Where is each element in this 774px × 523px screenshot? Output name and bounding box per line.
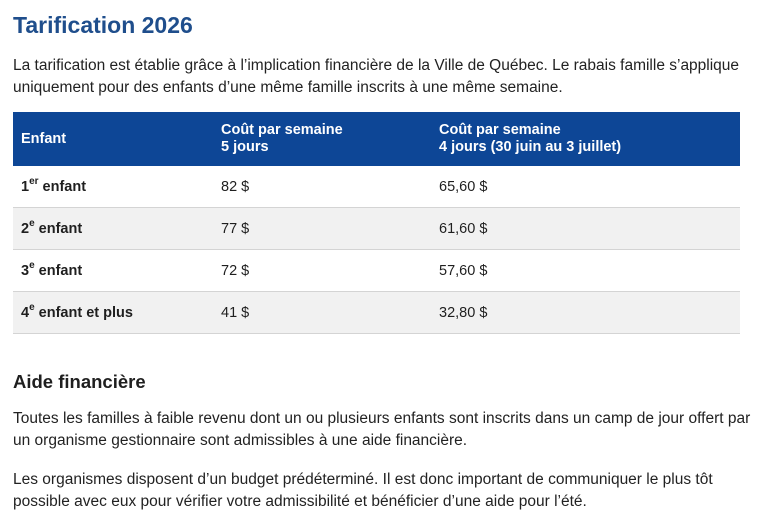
child-rank-cell: 4e enfant et plus [13, 291, 213, 334]
table-header-row: Enfant Coût par semaine 5 jours Coût par… [13, 112, 740, 166]
header-cost-5-days-line1: Coût par semaine [221, 122, 343, 138]
header-cost-5-days-line2: 5 jours [221, 139, 269, 155]
header-enfant: Enfant [13, 112, 213, 166]
header-cost-5-days: Coût par semaine 5 jours [213, 112, 431, 166]
child-rank-label: enfant [38, 178, 87, 195]
price-5-days-cell: 82 $ [213, 166, 431, 208]
child-rank-cell: 1er enfant [13, 166, 213, 208]
financial-aid-paragraph-2: Les organismes disposent d’un budget pré… [13, 471, 713, 510]
child-rank-suffix: e [29, 217, 35, 229]
table-row: 3e enfant 72 $ 57,60 $ [13, 249, 740, 292]
page-title: Tarification 2026 [13, 12, 193, 38]
child-rank-number: 3 [21, 262, 30, 279]
child-rank-cell: 2e enfant [13, 207, 213, 250]
child-rank-suffix: e [29, 259, 35, 271]
table-row: 1er enfant 82 $ 65,60 $ [13, 166, 740, 208]
child-rank-suffix: e [29, 301, 35, 313]
header-enfant-label: Enfant [21, 130, 67, 147]
price-4-days-cell: 57,60 $ [431, 249, 740, 292]
child-rank-suffix: er [29, 175, 39, 187]
pricing-table: Enfant Coût par semaine 5 jours Coût par… [13, 112, 740, 334]
price-4-days-cell: 65,60 $ [431, 166, 740, 208]
price-5-days-cell: 72 $ [213, 249, 431, 292]
table-row: 4e enfant et plus 41 $ 32,80 $ [13, 291, 740, 334]
price-5-days-cell: 41 $ [213, 291, 431, 334]
intro-paragraph: La tarification est établie grâce à l’im… [13, 57, 740, 96]
price-4-days-cell: 32,80 $ [431, 291, 740, 334]
child-rank-cell: 3e enfant [13, 249, 213, 292]
child-rank-number: 1 [21, 178, 30, 195]
financial-aid-title: Aide financière [13, 371, 146, 392]
child-rank-label: enfant et plus [34, 304, 133, 321]
header-cost-4-days-line2: 4 jours (30 juin au 3 juillet) [439, 139, 622, 155]
header-cost-4-days-line1: Coût par semaine [439, 122, 561, 138]
header-cost-4-days: Coût par semaine 4 jours (30 juin au 3 j… [431, 112, 740, 166]
table-row: 2e enfant 77 $ 61,60 $ [13, 207, 740, 250]
child-rank-label: enfant [34, 262, 83, 279]
price-4-days-cell: 61,60 $ [431, 207, 740, 250]
price-5-days-cell: 77 $ [213, 207, 431, 250]
child-rank-label: enfant [34, 220, 83, 237]
financial-aid-paragraph-1: Toutes les familles à faible revenu dont… [13, 410, 751, 449]
child-rank-number: 4 [21, 304, 30, 321]
child-rank-number: 2 [21, 220, 30, 237]
